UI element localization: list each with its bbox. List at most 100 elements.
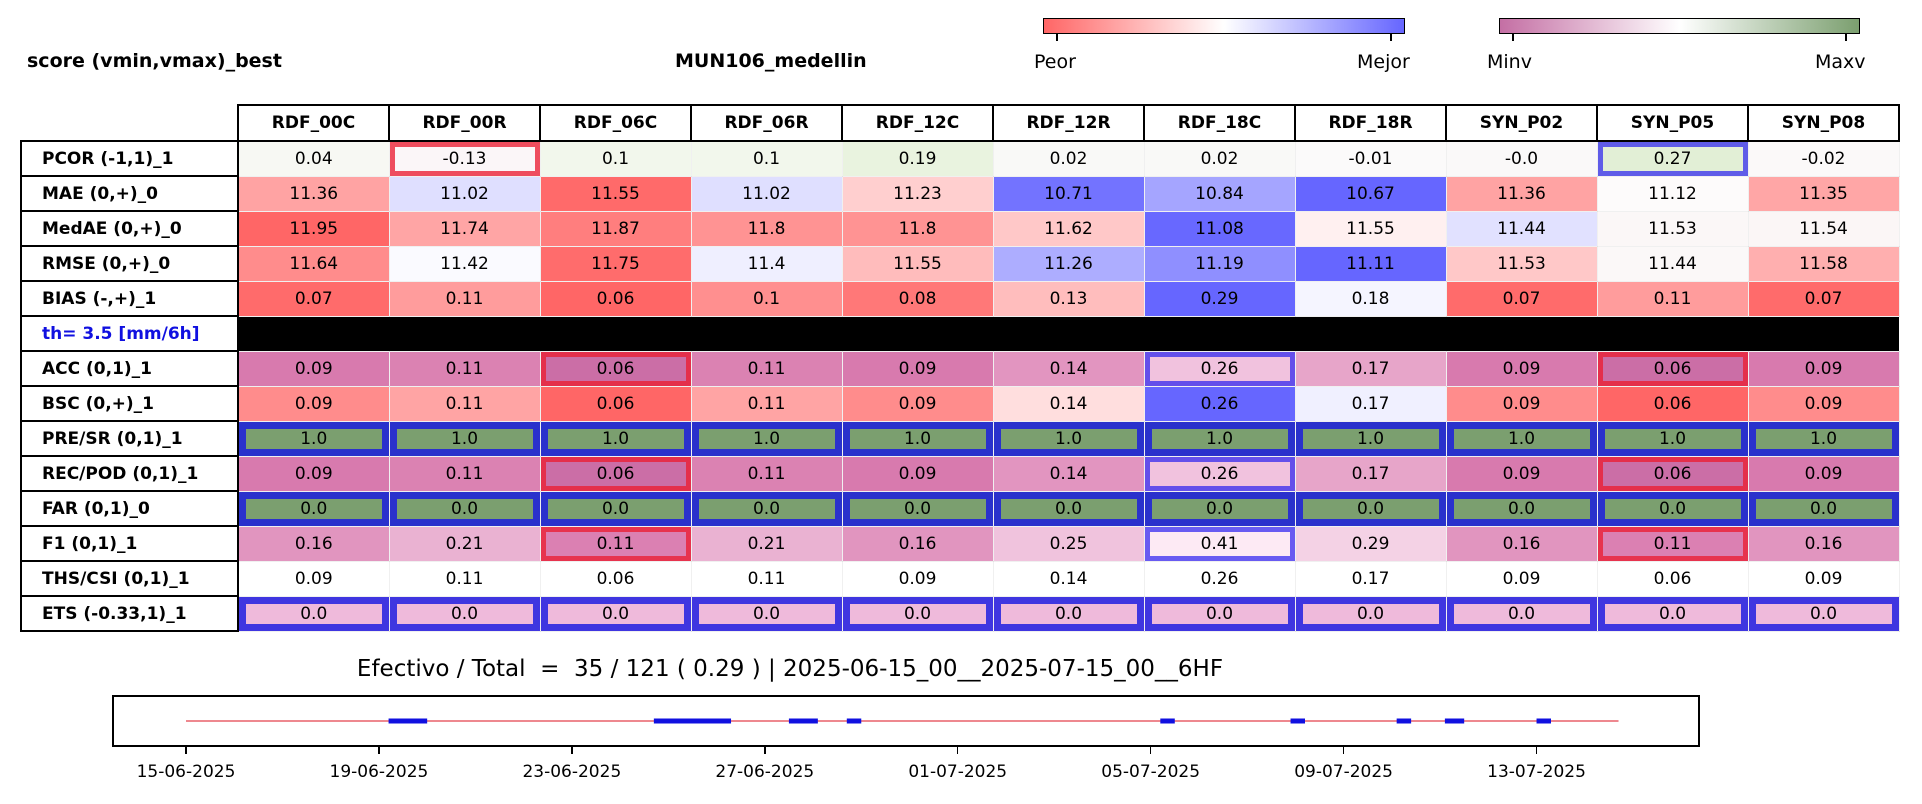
score-cell: 1.0 xyxy=(539,420,692,457)
score-cell: 0.21 xyxy=(388,525,541,562)
score-cell: 11.55 xyxy=(1294,210,1447,247)
score-cell: 0.19 xyxy=(841,140,994,177)
score-cell: 0.0 xyxy=(1445,595,1598,632)
table-corner xyxy=(21,105,238,141)
metric-label: BIAS (-,+)_1 xyxy=(20,280,239,317)
timeline-tick xyxy=(378,747,380,754)
score-cell: 0.16 xyxy=(237,525,390,562)
score-cell: 0.17 xyxy=(1294,455,1447,492)
score-cell: 11.36 xyxy=(237,175,390,212)
score-cell: 11.42 xyxy=(388,245,541,282)
score-cell: 0.0 xyxy=(539,490,692,527)
score-cell: 0.09 xyxy=(841,385,994,422)
score-cell: 11.02 xyxy=(690,175,843,212)
score-cell: 1.0 xyxy=(237,420,390,457)
metric-label: MAE (0,+)_0 xyxy=(20,175,239,212)
metric-label: RMSE (0,+)_0 xyxy=(20,245,239,282)
timeline-tick-label: 15-06-2025 xyxy=(136,762,236,782)
score-cell: 0.0 xyxy=(539,595,692,632)
score-cell: 0.18 xyxy=(1294,280,1447,317)
score-cell: 11.62 xyxy=(992,210,1145,247)
metric-row: FAR (0,1)_0 0.0 0.0 0.0 0.0 0.0 0.0 0.0 0.0 0.0 0.… xyxy=(20,490,1900,527)
colorbar-tick xyxy=(1390,34,1392,41)
score-cell: 0.16 xyxy=(1747,525,1900,562)
score-cell: 0.29 xyxy=(1294,525,1447,562)
score-cell: 0.06 xyxy=(1596,350,1749,387)
score-cell: 0.0 xyxy=(690,490,843,527)
score-cell: 0.0 xyxy=(388,595,541,632)
score-cell: 0.27 xyxy=(1596,140,1749,177)
score-cell: 0.25 xyxy=(992,525,1145,562)
score-cell: 0.11 xyxy=(388,280,541,317)
column-header: SYN_P08 xyxy=(1747,104,1900,142)
effective-total-title: Efectivo / Total = 35 / 121 ( 0.29 ) | 2… xyxy=(356,656,1224,682)
score-cell: 0.14 xyxy=(992,350,1145,387)
score-cell: 0.1 xyxy=(690,140,843,177)
metric-row: F1 (0,1)_1 0.16 0.21 0.11 0.21 0.16 0.25 0.41 0.… xyxy=(20,525,1900,562)
score-cell: 1.0 xyxy=(1445,420,1598,457)
score-cell: 0.06 xyxy=(1596,455,1749,492)
score-cell: 11.8 xyxy=(690,210,843,247)
score-cell: 0.1 xyxy=(539,140,692,177)
score-cell: 0.11 xyxy=(388,560,541,597)
score-cell: 0.09 xyxy=(1747,560,1900,597)
metric-row: REC/POD (0,1)_1 0.09 0.11 0.06 0.11 0.09 0.14 0… xyxy=(20,455,1900,492)
score-cell: 0.11 xyxy=(388,350,541,387)
score-cell: 0.0 xyxy=(1596,595,1749,632)
score-cell: 0.21 xyxy=(690,525,843,562)
score-cell: 0.26 xyxy=(1143,350,1296,387)
score-cell: 0.09 xyxy=(1445,385,1598,422)
metric-label: BSC (0,+)_1 xyxy=(20,385,239,422)
metric-row: ETS (-0.33,1)_1 0.0 0.0 0.0 0.0 0.0 0.0 0.0 0.0 0… xyxy=(20,595,1900,632)
score-cell: 0.06 xyxy=(1596,560,1749,597)
metric-label: ETS (-0.33,1)_1 xyxy=(20,595,239,632)
score-cell: 11.36 xyxy=(1445,175,1598,212)
score-cell: 0.0 xyxy=(237,595,390,632)
score-cell: 11.11 xyxy=(1294,245,1447,282)
score-cell: 1.0 xyxy=(992,420,1145,457)
score-cell: 0.06 xyxy=(539,280,692,317)
score-cell: 0.09 xyxy=(237,385,390,422)
score-cell: 11.8 xyxy=(841,210,994,247)
score-heatmap-table: RDF_00C RDF_00R RDF_06C RDF_06R RDF_12C RDF_1… xyxy=(20,104,1900,632)
score-cell: 1.0 xyxy=(841,420,994,457)
column-header: RDF_12C xyxy=(841,104,994,142)
score-cell: 11.53 xyxy=(1445,245,1598,282)
score-cell: 0.09 xyxy=(1747,350,1900,387)
column-header: SYN_P02 xyxy=(1445,104,1598,142)
metric-row: ACC (0,1)_1 0.09 0.11 0.06 0.11 0.09 0.14 0.26 0… xyxy=(20,350,1900,387)
score-cell: 0.11 xyxy=(1596,280,1749,317)
column-header: RDF_06C xyxy=(539,104,692,142)
column-header: RDF_18C xyxy=(1143,104,1296,142)
score-cell: 11.55 xyxy=(841,245,994,282)
score-cell: 0.09 xyxy=(237,455,390,492)
timeline-tick xyxy=(571,747,573,754)
score-cell: 0.11 xyxy=(388,455,541,492)
score-cell: 0.06 xyxy=(539,385,692,422)
timeline-tick xyxy=(1149,747,1152,754)
score-cell: 1.0 xyxy=(1747,420,1900,457)
score-cell: 0.11 xyxy=(388,385,541,422)
score-cell: 0.09 xyxy=(1747,385,1900,422)
score-cell: 0.16 xyxy=(841,525,994,562)
score-cell: 0.0 xyxy=(1445,490,1598,527)
column-header: SYN_P05 xyxy=(1596,104,1749,142)
score-cell: 0.29 xyxy=(1143,280,1296,317)
score-cell: 0.13 xyxy=(992,280,1145,317)
score-cell: 0.0 xyxy=(1143,595,1296,632)
metric-label: ACC (0,1)_1 xyxy=(20,350,239,387)
metric-row: MedAE (0,+)_0 11.95 11.74 11.87 11.8 11.8 11.6… xyxy=(20,210,1900,247)
score-cell: 11.35 xyxy=(1747,175,1900,212)
threshold-separator-band xyxy=(238,316,1899,351)
score-cell: 0.09 xyxy=(237,560,390,597)
metric-row: PRE/SR (0,1)_1 1.0 1.0 1.0 1.0 1.0 1.0 1.0 1.0 1.… xyxy=(20,420,1900,457)
score-cell: 0.09 xyxy=(1445,560,1598,597)
score-cell: 0.0 xyxy=(237,490,390,527)
score-cell: 0.26 xyxy=(1143,385,1296,422)
score-cell: 0.11 xyxy=(1596,525,1749,562)
timeline-tick-label: 09-07-2025 xyxy=(1294,762,1393,782)
score-cell: 11.23 xyxy=(841,175,994,212)
score-cell: 11.26 xyxy=(992,245,1145,282)
score-cell: 0.1 xyxy=(690,280,843,317)
score-cell: 0.07 xyxy=(1445,280,1598,317)
